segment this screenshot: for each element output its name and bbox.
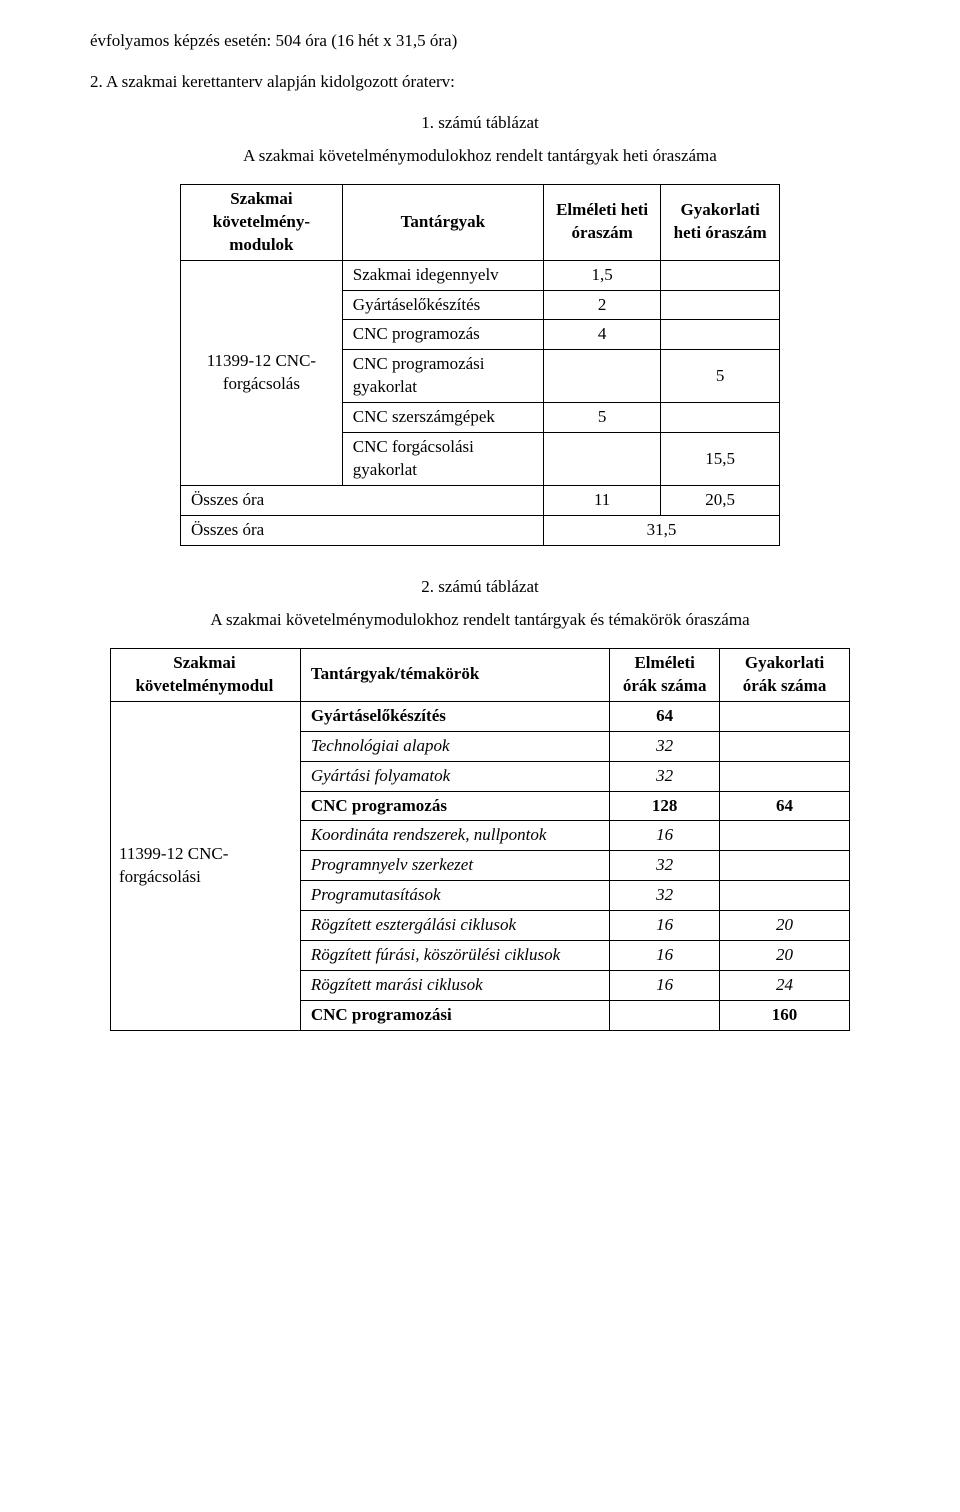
t1-elm: 4 <box>543 320 660 350</box>
intro-line-1: évfolyamos képzés esetén: 504 óra (16 hé… <box>90 30 870 53</box>
t1-total-gyak: 20,5 <box>661 486 780 516</box>
t1-elm: 5 <box>543 403 660 433</box>
t1-elm <box>543 433 660 486</box>
t2-gyak: 20 <box>720 941 850 971</box>
t1-subject: CNC programozási gyakorlat <box>342 350 543 403</box>
t2-gyak <box>720 731 850 761</box>
t2-gyak <box>720 851 850 881</box>
t2-subject: CNC programozás <box>300 791 609 821</box>
table-row: Szakmai követelmény- modulok Tantárgyak … <box>181 184 780 260</box>
t2-subject: Technológiai alapok <box>300 731 609 761</box>
t1-total-elm: 11 <box>543 486 660 516</box>
t1-elm: 2 <box>543 290 660 320</box>
t2-gyak: 160 <box>720 1001 850 1031</box>
t2-elm: 16 <box>610 821 720 851</box>
t2-elm: 32 <box>610 881 720 911</box>
t1-header-elm: Elméleti heti óraszám <box>543 184 660 260</box>
t2-header-elm: Elméleti órák száma <box>610 648 720 701</box>
t2-elm: 16 <box>610 911 720 941</box>
t1-elm: 1,5 <box>543 260 660 290</box>
table1-caption: A szakmai követelménymodulokhoz rendelt … <box>90 145 870 168</box>
t2-gyak <box>720 881 850 911</box>
t1-header-subject: Tantárgyak <box>342 184 543 260</box>
t2-elm <box>610 1001 720 1031</box>
t1-gyak <box>661 260 780 290</box>
t2-gyak <box>720 701 850 731</box>
table-row: Összes óra 31,5 <box>181 516 780 546</box>
table2-number: 2. számú táblázat <box>90 576 870 599</box>
t2-subject: Gyártáselőkészítés <box>300 701 609 731</box>
t2-subject: Gyártási folyamatok <box>300 761 609 791</box>
table1-number: 1. számú táblázat <box>90 112 870 135</box>
t2-elm: 16 <box>610 941 720 971</box>
intro-line-2: 2. A szakmai kerettanterv alapján kidolg… <box>90 71 870 94</box>
t2-subject: Programnyelv szerkezet <box>300 851 609 881</box>
t2-module-cell: 11399-12 CNC-forgácsolási <box>111 701 301 1030</box>
t2-subject: Rögzített marási ciklusok <box>300 971 609 1001</box>
t2-subject: Rögzített fúrási, köszörülési ciklusok <box>300 941 609 971</box>
table2: Szakmai követelménymodul Tantárgyak/téma… <box>110 648 850 1031</box>
t2-elm: 128 <box>610 791 720 821</box>
t1-subject: Gyártáselőkészítés <box>342 290 543 320</box>
t1-total-span: 31,5 <box>543 516 779 546</box>
t1-header-gyak: Gyakorlati heti óraszám <box>661 184 780 260</box>
t1-subject: CNC szerszámgépek <box>342 403 543 433</box>
t2-subject: CNC programozási <box>300 1001 609 1031</box>
t2-elm: 32 <box>610 761 720 791</box>
t2-elm: 64 <box>610 701 720 731</box>
table-row: 11399-12 CNC-forgácsolás Szakmai idegenn… <box>181 260 780 290</box>
t2-elm: 32 <box>610 731 720 761</box>
table-row: 11399-12 CNC-forgácsolási Gyártáselőkész… <box>111 701 850 731</box>
t2-gyak: 20 <box>720 911 850 941</box>
t2-header-mod: Szakmai követelménymodul <box>111 648 301 701</box>
t1-gyak: 5 <box>661 350 780 403</box>
t2-subject: Koordináta rendszerek, nullpontok <box>300 821 609 851</box>
table2-caption: A szakmai követelménymodulokhoz rendelt … <box>90 609 870 632</box>
t1-module-cell: 11399-12 CNC-forgácsolás <box>181 260 343 486</box>
t2-gyak <box>720 761 850 791</box>
t1-gyak <box>661 320 780 350</box>
t1-subject: Szakmai idegennyelv <box>342 260 543 290</box>
table-row: Összes óra 11 20,5 <box>181 486 780 516</box>
t1-elm <box>543 350 660 403</box>
t2-gyak <box>720 821 850 851</box>
t1-gyak <box>661 403 780 433</box>
t2-header-subject: Tantárgyak/témakörök <box>300 648 609 701</box>
t1-subject: CNC programozás <box>342 320 543 350</box>
t2-header-gyak: Gyakorlati órák száma <box>720 648 850 701</box>
t2-elm: 32 <box>610 851 720 881</box>
table-row: Szakmai követelménymodul Tantárgyak/téma… <box>111 648 850 701</box>
t1-subject: CNC forgácsolási gyakorlat <box>342 433 543 486</box>
t2-gyak: 24 <box>720 971 850 1001</box>
t2-subject: Rögzített esztergálási ciklusok <box>300 911 609 941</box>
table1: Szakmai követelmény- modulok Tantárgyak … <box>180 184 780 546</box>
t1-gyak: 15,5 <box>661 433 780 486</box>
t2-subject: Programutasítások <box>300 881 609 911</box>
t2-gyak: 64 <box>720 791 850 821</box>
t2-elm: 16 <box>610 971 720 1001</box>
t1-header-mod: Szakmai követelmény- modulok <box>181 184 343 260</box>
t1-gyak <box>661 290 780 320</box>
t1-total-label: Összes óra <box>181 486 544 516</box>
t1-total-label: Összes óra <box>181 516 544 546</box>
